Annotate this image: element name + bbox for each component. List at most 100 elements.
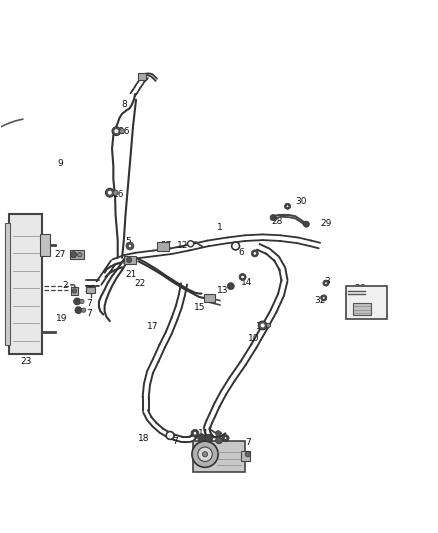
Circle shape [71,252,77,258]
Circle shape [112,127,121,135]
Bar [71,287,78,295]
Circle shape [215,431,221,436]
Text: 27: 27 [160,240,171,249]
Bar [86,287,95,293]
Circle shape [187,241,194,247]
Bar [353,303,371,316]
Circle shape [303,221,309,227]
Text: 7: 7 [86,309,92,318]
Text: 7: 7 [245,438,251,447]
Circle shape [126,242,134,250]
Circle shape [108,191,112,195]
Text: 7: 7 [86,299,92,308]
Text: 20: 20 [85,285,96,294]
Text: 29: 29 [320,219,332,228]
Circle shape [227,282,234,289]
Bar [346,286,387,319]
Bar [193,441,245,472]
Text: 3: 3 [325,277,330,286]
Circle shape [78,253,82,257]
Bar [241,451,251,461]
Circle shape [239,273,246,280]
Text: 28: 28 [272,217,283,227]
Text: 25: 25 [354,306,366,316]
Circle shape [321,295,327,301]
Text: 12: 12 [177,241,188,250]
Circle shape [114,129,118,133]
Text: 4: 4 [123,257,129,266]
Circle shape [325,282,327,285]
Circle shape [128,244,132,248]
Bar [5,223,11,345]
Bar [40,234,49,256]
Circle shape [202,451,208,457]
Circle shape [245,451,251,457]
Bar [70,251,84,259]
Text: 10: 10 [248,334,260,343]
Text: 16: 16 [113,190,125,198]
Circle shape [322,297,325,299]
Text: 18: 18 [138,433,149,442]
Text: 24: 24 [369,306,380,316]
Circle shape [253,252,257,255]
Bar [157,241,169,251]
Circle shape [72,289,77,293]
Text: 14: 14 [241,278,252,287]
Text: 16: 16 [256,322,268,331]
Circle shape [285,203,290,209]
Text: 26: 26 [354,284,366,293]
Circle shape [270,215,276,221]
Text: 7: 7 [172,437,178,446]
Circle shape [80,299,84,304]
Text: 32: 32 [314,296,325,305]
Circle shape [75,306,82,313]
Circle shape [193,432,197,435]
Circle shape [286,205,289,207]
Text: 19: 19 [56,313,67,322]
Text: 27: 27 [54,250,65,259]
Circle shape [224,437,227,439]
Bar [124,256,136,264]
Circle shape [198,447,212,462]
Circle shape [323,280,329,286]
Circle shape [205,434,213,442]
Bar [10,214,42,354]
Text: 6: 6 [239,248,244,256]
Bar [138,73,146,80]
Circle shape [251,250,258,257]
Circle shape [232,242,240,250]
Circle shape [266,323,271,328]
Circle shape [215,437,223,444]
Circle shape [241,275,244,279]
Circle shape [81,308,86,312]
Circle shape [106,188,114,197]
Circle shape [127,257,132,263]
Text: 11: 11 [198,429,209,438]
Circle shape [113,190,118,195]
Text: 1: 1 [217,223,223,232]
Text: 9: 9 [57,159,63,168]
Bar [204,294,215,302]
Text: 13: 13 [217,286,229,295]
Circle shape [158,244,164,249]
Circle shape [120,128,125,134]
Circle shape [164,246,168,250]
Text: 23: 23 [20,357,32,366]
Circle shape [261,324,265,327]
Text: 22: 22 [135,279,146,288]
Circle shape [166,432,174,439]
Circle shape [198,434,205,441]
Circle shape [258,321,267,330]
Circle shape [192,441,218,467]
Text: 2: 2 [63,281,68,290]
Text: 15: 15 [194,303,205,312]
Text: 8: 8 [122,100,127,109]
Circle shape [74,298,81,305]
Text: 17: 17 [147,322,159,331]
Circle shape [191,430,199,437]
Text: 21: 21 [125,270,137,279]
Text: 16: 16 [120,127,131,136]
Text: 30: 30 [295,197,307,206]
Text: 5: 5 [126,237,131,246]
Circle shape [222,434,229,441]
